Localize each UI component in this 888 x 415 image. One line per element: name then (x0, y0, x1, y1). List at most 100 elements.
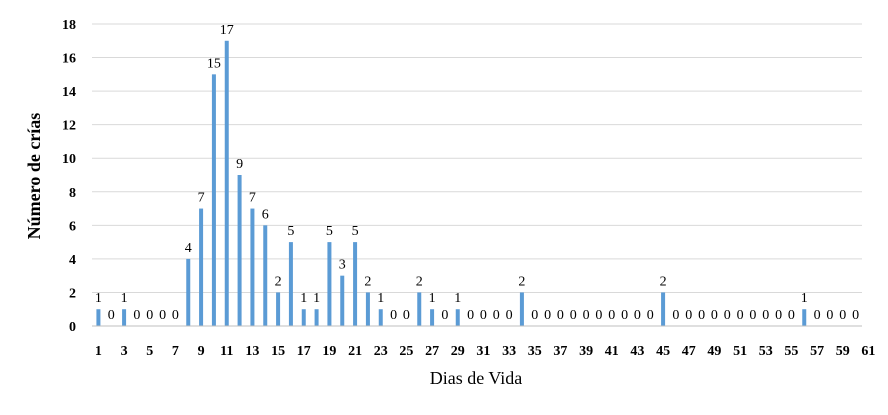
bar (96, 309, 101, 326)
x-tick-label: 33 (502, 344, 516, 359)
x-tick-label: 9 (198, 344, 205, 359)
y-tick-label: 18 (62, 18, 76, 33)
bar (340, 275, 345, 326)
bar (365, 292, 370, 326)
y-tick-label: 8 (69, 186, 76, 201)
data-label: 7 (198, 191, 205, 206)
y-tick-label: 12 (62, 119, 76, 134)
bar (211, 74, 216, 326)
x-tick-label: 29 (451, 344, 465, 359)
data-label: 0 (749, 308, 756, 323)
bar (314, 309, 319, 326)
data-label: 0 (762, 308, 769, 323)
x-tick-label: 45 (656, 344, 670, 359)
x-tick-label: 61 (861, 344, 875, 359)
x-axis-title: Dias de Vida (430, 368, 523, 388)
x-tick-label: 1 (95, 344, 102, 359)
bar (288, 242, 293, 326)
data-label: 0 (390, 308, 397, 323)
bar (802, 309, 807, 326)
data-label: 5 (326, 224, 333, 239)
data-label: 1 (377, 291, 384, 306)
data-label: 0 (634, 308, 641, 323)
data-label: 0 (506, 308, 513, 323)
data-label: 0 (108, 308, 115, 323)
bar (276, 292, 281, 326)
y-tick-label: 4 (69, 253, 76, 268)
data-label: 0 (172, 308, 179, 323)
bar (353, 242, 358, 326)
bar (122, 309, 127, 326)
x-tick-label: 39 (579, 344, 593, 359)
x-tick-label: 27 (425, 344, 439, 359)
data-label: 0 (737, 308, 744, 323)
data-label: 3 (339, 258, 346, 273)
x-tick-label: 11 (220, 344, 233, 359)
data-label: 0 (814, 308, 821, 323)
data-label: 1 (95, 291, 102, 306)
y-tick-label: 14 (62, 85, 76, 100)
bar (186, 258, 191, 326)
x-tick-label: 49 (707, 344, 721, 359)
bar (519, 292, 524, 326)
data-label: 1 (429, 291, 436, 306)
x-tick-label: 23 (374, 344, 388, 359)
x-tick-label: 25 (399, 344, 413, 359)
x-tick-label: 53 (759, 344, 773, 359)
x-tick-label: 31 (476, 344, 490, 359)
x-tick-label: 35 (528, 344, 542, 359)
y-tick-labels: 0 2 4 6 8 10 12 14 16 18 (62, 18, 76, 335)
data-label: 0 (647, 308, 654, 323)
data-label: 0 (698, 308, 705, 323)
data-label: 0 (403, 308, 410, 323)
bar (661, 292, 666, 326)
bar (430, 309, 435, 326)
data-label: 0 (724, 308, 731, 323)
x-tick-label: 41 (605, 344, 619, 359)
data-label: 0 (621, 308, 628, 323)
data-label: 0 (672, 308, 679, 323)
data-label: 7 (249, 191, 256, 206)
data-label: 0 (608, 308, 615, 323)
data-label: 0 (852, 308, 859, 323)
data-label: 4 (185, 241, 192, 256)
bar (455, 309, 460, 326)
data-label: 5 (352, 224, 359, 239)
y-tick-label: 10 (62, 152, 76, 167)
bar (199, 208, 204, 326)
y-tick-label: 6 (69, 219, 76, 234)
data-label: 2 (364, 274, 371, 289)
x-tick-label: 13 (245, 344, 259, 359)
x-tick-labels: 1 3 5 7 9 11 13 15 17 19 21 23 25 27 29 31 33 35 37 39 41 43 4… (95, 344, 876, 359)
data-label: 5 (287, 224, 294, 239)
data-label: 0 (467, 308, 474, 323)
data-label: 1 (121, 291, 128, 306)
x-tick-label: 7 (172, 344, 179, 359)
x-tick-label: 43 (630, 344, 644, 359)
data-label: 0 (441, 308, 448, 323)
data-label: 0 (480, 308, 487, 323)
bar (417, 292, 422, 326)
x-tick-label: 57 (810, 344, 824, 359)
data-label: 1 (300, 291, 307, 306)
data-label: 2 (660, 274, 667, 289)
data-label: 2 (275, 274, 282, 289)
gridlines (92, 23, 862, 293)
data-label: 15 (207, 56, 221, 71)
data-label: 1 (313, 291, 320, 306)
x-tick-label: 15 (271, 344, 285, 359)
y-tick-label: 16 (62, 52, 76, 67)
data-label: 0 (839, 308, 846, 323)
data-label: 0 (159, 308, 166, 323)
data-label: 0 (531, 308, 538, 323)
x-tick-label: 51 (733, 344, 747, 359)
x-tick-label: 5 (146, 344, 153, 359)
data-label: 0 (595, 308, 602, 323)
y-tick-label: 0 (69, 320, 76, 335)
data-label: 0 (493, 308, 500, 323)
x-tick-label: 3 (121, 344, 128, 359)
data-label: 6 (262, 207, 269, 222)
bar (224, 40, 229, 327)
